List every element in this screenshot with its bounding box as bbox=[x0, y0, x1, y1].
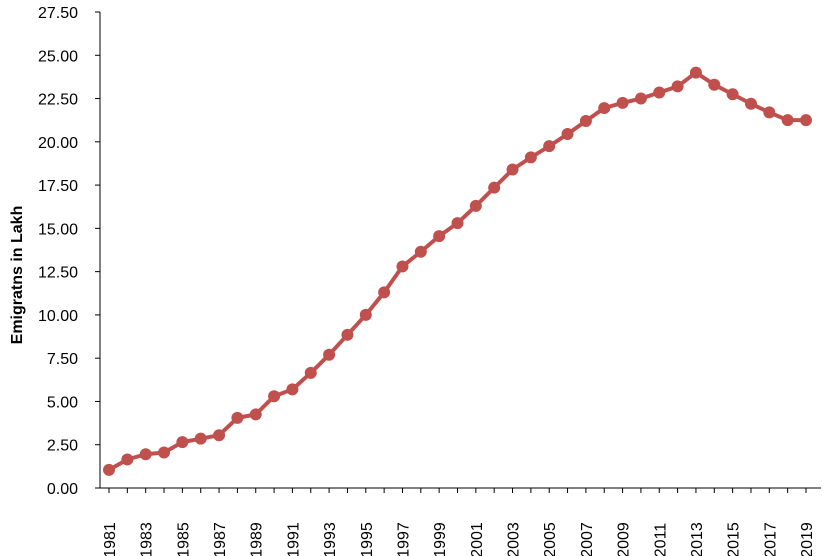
data-point bbox=[158, 446, 171, 459]
data-point bbox=[616, 96, 629, 109]
data-point bbox=[176, 436, 189, 449]
data-point bbox=[488, 181, 501, 194]
x-tick-label: 1997 bbox=[395, 522, 412, 556]
data-point bbox=[231, 411, 244, 424]
x-tick-labels: 1981 1983 1985 1987 1989 1991 1993 1995 1997 1999… bbox=[102, 522, 816, 556]
data-point bbox=[213, 429, 226, 442]
x-tick-label: 2017 bbox=[762, 522, 779, 556]
x-tick-label: 2003 bbox=[506, 522, 523, 556]
y-tick-label: 20.00 bbox=[38, 135, 78, 152]
data-point bbox=[708, 78, 721, 91]
y-tick-label: 0.00 bbox=[47, 481, 78, 498]
x-tick-label: 2001 bbox=[469, 522, 486, 556]
data-point bbox=[781, 114, 794, 127]
y-tick-label: 17.50 bbox=[38, 178, 78, 195]
data-point bbox=[396, 260, 409, 273]
data-point bbox=[469, 199, 482, 212]
x-tick-label: 2013 bbox=[689, 522, 706, 556]
x-tick-label: 2005 bbox=[542, 522, 559, 556]
data-point bbox=[433, 230, 446, 243]
data-point bbox=[304, 366, 317, 379]
x-tick-label: 1999 bbox=[432, 522, 449, 556]
x-tick-label: 1987 bbox=[212, 522, 229, 556]
y-tick-label: 22.50 bbox=[38, 92, 78, 109]
x-tick-label: 2007 bbox=[579, 522, 596, 556]
data-point bbox=[286, 383, 299, 396]
series-line bbox=[108, 70, 806, 472]
data-point bbox=[653, 86, 666, 99]
y-tick-label: 12.50 bbox=[38, 265, 78, 282]
data-point bbox=[579, 115, 592, 128]
data-point bbox=[689, 66, 702, 79]
data-point bbox=[524, 151, 537, 164]
x-tick-label: 1989 bbox=[249, 522, 266, 556]
data-point bbox=[249, 408, 262, 421]
data-point bbox=[744, 97, 757, 110]
y-tick-label: 5.00 bbox=[47, 394, 78, 411]
x-tick-label: 2015 bbox=[726, 522, 743, 556]
data-point bbox=[378, 286, 391, 299]
y-tick-label: 25.00 bbox=[38, 48, 78, 65]
data-point bbox=[671, 80, 684, 93]
y-tick-label: 27.50 bbox=[38, 5, 78, 22]
data-point bbox=[543, 140, 556, 153]
data-point bbox=[341, 328, 354, 341]
data-point bbox=[194, 432, 207, 445]
data-point bbox=[598, 102, 611, 115]
x-tick-label: 1991 bbox=[285, 522, 302, 556]
data-point bbox=[103, 463, 115, 476]
x-tick-label: 2011 bbox=[652, 523, 669, 556]
data-point bbox=[121, 453, 134, 466]
y-tick-label: 2.50 bbox=[47, 438, 78, 455]
x-tick-label: 1983 bbox=[139, 522, 156, 556]
y-tick-labels: 0.00 2.50 5.00 7.50 10.00 12.50 15.00 17.50 20.0… bbox=[38, 5, 78, 498]
data-point bbox=[726, 88, 739, 101]
x-tick-label: 2019 bbox=[799, 522, 816, 556]
y-tick-label: 7.50 bbox=[47, 351, 78, 368]
data-point bbox=[451, 217, 464, 230]
y-tick-label: 10.00 bbox=[38, 308, 78, 325]
data-point bbox=[359, 308, 372, 321]
data-point bbox=[561, 128, 574, 141]
x-tick-label: 1993 bbox=[322, 522, 339, 556]
series-group bbox=[103, 66, 812, 476]
data-point bbox=[139, 448, 152, 461]
y-axis-label: Emigratns in Lakh bbox=[9, 206, 26, 345]
data-point bbox=[323, 348, 336, 361]
data-point bbox=[414, 245, 427, 258]
data-point bbox=[634, 92, 647, 105]
x-tick-label: 1985 bbox=[175, 522, 192, 556]
data-point bbox=[800, 114, 812, 127]
data-point bbox=[506, 163, 519, 176]
axes bbox=[95, 11, 821, 493]
data-point bbox=[763, 106, 776, 119]
data-point bbox=[268, 390, 281, 403]
x-tick-label: 2009 bbox=[616, 522, 633, 556]
y-tick-label: 15.00 bbox=[38, 221, 78, 238]
x-tick-label: 1981 bbox=[102, 522, 119, 556]
x-tick-label: 1995 bbox=[359, 522, 376, 556]
